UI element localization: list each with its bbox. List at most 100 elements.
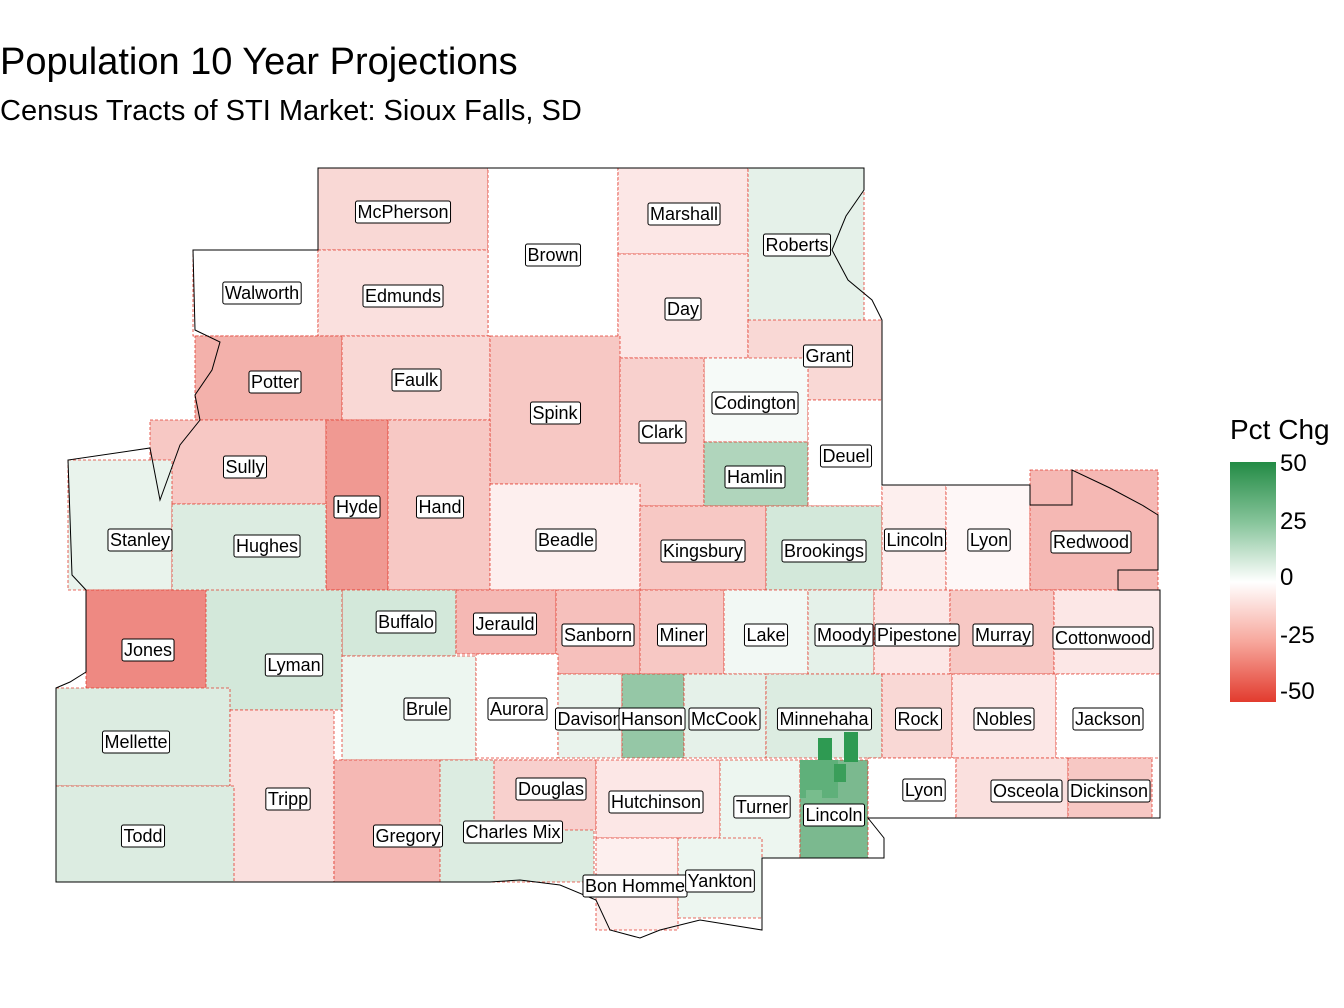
county-label-box [462,820,564,844]
county-label-box [529,401,582,425]
county-name: Miner [659,625,704,645]
county-label: Gregory [372,824,444,848]
county-name: Deuel [822,446,869,466]
county-label: Miner [656,623,708,647]
county-label: Hutchinson [608,790,704,814]
county-label: McCook [688,707,761,731]
county-name: Beadle [538,530,594,550]
county-label: Todd [120,824,166,848]
county-name: Buffalo [378,612,434,632]
county-label-box [990,779,1063,803]
legend: Pct Chg 50 25 0 -25 -50 [1230,412,1344,705]
county-name: Clark [641,422,684,442]
county-name: Turner [736,797,788,817]
county-name: Hutchinson [611,792,701,812]
county-name: Tripp [268,789,308,809]
county-label-box [762,233,832,257]
county-label-box [233,534,301,558]
county-name: Codington [714,393,796,413]
county-label-box [472,612,538,636]
county-label: Osceola [990,779,1063,803]
county-label: Sully [222,455,268,479]
county-label-box [415,495,465,519]
county-label-box [524,243,582,267]
county-label: Jackson [1072,707,1144,731]
county-label-box [1072,707,1144,731]
county-label: Kingsbury [660,539,746,563]
county-label: Brookings [781,539,867,563]
county-label: Hanson [618,707,686,731]
county-label: Moody [814,623,874,647]
county-label: Hamlin [724,465,786,489]
county-label-box [967,528,1011,552]
county-label: Beadle [535,528,597,552]
county-name: Jones [124,640,172,660]
legend-tick-label: 0 [1280,564,1294,591]
legend-title: Pct Chg [1230,414,1330,445]
county-name: Osceola [993,781,1060,801]
county-label-box [222,455,268,479]
county-label-box [121,638,175,662]
county-label: Yankton [685,869,755,893]
county-label-box [781,539,867,563]
county-label: Marshall [647,202,721,226]
county-label: Jones [121,638,175,662]
county-name: Day [667,299,699,319]
county-name: Jackson [1075,709,1141,729]
county-label-box [391,368,442,392]
county-label: Roberts [762,233,832,257]
county-name: Lyon [905,780,943,800]
market-outline [55,167,1161,939]
county-name: Bon Homme [585,876,685,896]
county-label: Lyon [902,778,946,802]
county-name: McPherson [357,202,448,222]
county-label-box [647,202,721,226]
county-label: Minnehaha [776,707,873,731]
county-name: Davison [557,709,622,729]
county-label-box [660,539,746,563]
county-label-box [664,297,702,321]
county-name: Walworth [225,283,299,303]
county-label-box [685,869,755,893]
county-region [1029,469,1159,591]
county-label-box [711,391,799,415]
county-label: Lincoln [883,528,947,552]
county-label-box [333,495,381,519]
county-label: Pipestone [874,623,960,647]
county-label-box [120,824,166,848]
county-label-box [1067,779,1151,803]
county-name: Edmunds [365,286,441,306]
county-name: Murray [975,625,1031,645]
county-label-box [561,623,635,647]
county-label: Charles Mix [462,820,564,844]
county-name: Cottonwood [1055,628,1151,648]
county-name: Lincoln [805,805,862,825]
county-name: Roberts [765,235,828,255]
county-name: Redwood [1053,532,1129,552]
county-name: Lincoln [886,530,943,550]
county-label: Lake [743,623,789,647]
county-label: Codington [711,391,799,415]
county-label-box [894,707,943,731]
map-title: Population 10 Year Projections [0,41,518,83]
county-label: Spink [529,401,582,425]
county-label-box [724,465,786,489]
county-label: Deuel [819,444,873,468]
county-label-box [883,528,947,552]
county-label-box [1050,530,1132,554]
county-name: Rock [897,709,939,729]
county-name: Gregory [375,826,440,846]
county-label-box [403,697,451,721]
county-name: Stanley [110,530,170,550]
county-name: Brown [527,245,578,265]
legend-tick-label: 25 [1280,508,1307,535]
county-label-box [354,200,452,224]
county-map: McPherson Brown Marshall Roberts Walworth Edm… [55,167,1161,939]
county-label: Grant [802,344,854,368]
county-label: Day [664,297,702,321]
county-label: McPherson [354,200,452,224]
county-label-box [107,528,173,552]
county-name: Grant [805,346,850,366]
county-label-box [802,803,866,827]
sioux-falls-tract [818,738,832,760]
